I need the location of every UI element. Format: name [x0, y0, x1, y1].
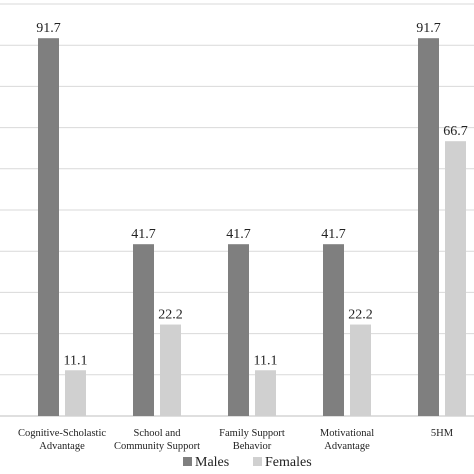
bar-males-3 [323, 244, 344, 416]
x-tick-labels: Cognitive-Scholastic Advantage School and C… [18, 428, 454, 452]
value-label-females-2: 11.1 [254, 353, 278, 368]
bars [38, 38, 466, 417]
x-tick-label-0: Cognitive-Scholastic Advantage [18, 428, 106, 452]
legend-swatch-females [253, 457, 262, 466]
x-tick-label-3: Motivational Advantage [320, 428, 374, 452]
legend-label-males: Males [195, 455, 229, 470]
value-label-males-1: 41.7 [131, 227, 156, 242]
value-label-females-3: 22.2 [348, 308, 373, 323]
legend: Males Females [183, 455, 312, 470]
bar-females-0 [65, 370, 86, 416]
value-label-females-1: 22.2 [158, 308, 183, 323]
bar-females-2 [255, 370, 276, 416]
x-tick-label-4: 5HM [431, 428, 454, 439]
x-tick-label-1: School and Community Support [114, 428, 200, 452]
bar-females-1 [160, 324, 181, 416]
value-label-males-3: 41.7 [321, 227, 346, 242]
bar-females-3 [350, 324, 371, 416]
legend-label-females: Females [265, 455, 312, 470]
legend-swatch-males [183, 457, 192, 466]
bar-males-2 [228, 244, 249, 416]
bar-males-0 [38, 38, 59, 417]
x-tick-label-2: Family Support Behavior [219, 428, 285, 452]
value-label-females-4: 66.7 [443, 124, 468, 139]
value-label-males-0: 91.7 [36, 21, 61, 36]
value-label-males-4: 91.7 [416, 21, 441, 36]
value-labels: 91.7 11.1 41.7 22.2 41.7 11.1 41.7 22.2 91.7 66.7 [36, 21, 468, 368]
bar-males-1 [133, 244, 154, 416]
value-label-males-2: 41.7 [226, 227, 251, 242]
bar-females-4 [445, 141, 466, 417]
bar-males-4 [418, 38, 439, 417]
value-label-females-0: 11.1 [64, 353, 88, 368]
